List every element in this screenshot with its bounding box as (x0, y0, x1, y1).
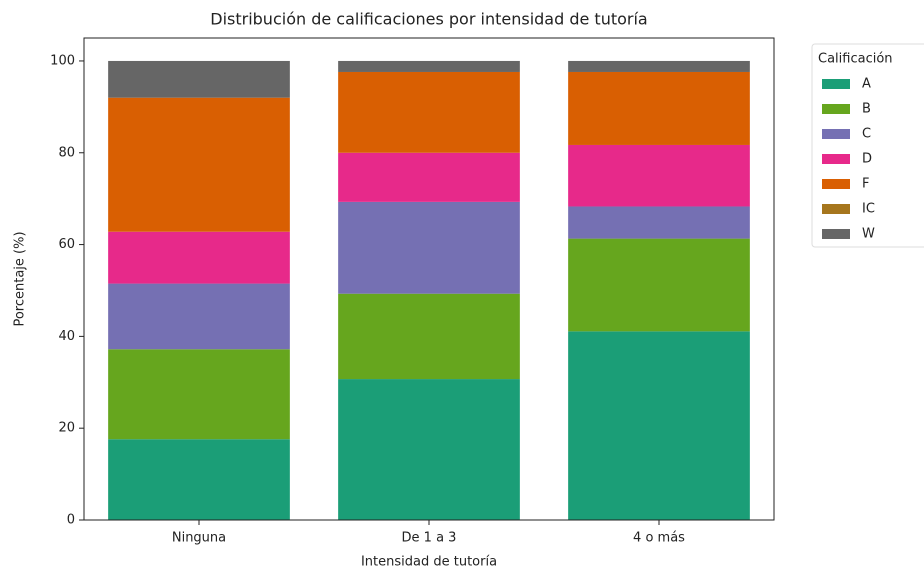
bar-segment (568, 206, 750, 239)
y-tick-label: 80 (58, 145, 75, 160)
legend-label: F (862, 177, 869, 192)
y-tick-label: 60 (58, 237, 75, 252)
x-tick-label: Ninguna (172, 531, 226, 546)
legend-label: B (862, 102, 871, 117)
legend-title: Calificación (818, 52, 893, 67)
bar-segment (108, 97, 290, 232)
bar-segment (108, 349, 290, 440)
bar-segment (108, 60, 290, 98)
y-tick-label: 20 (58, 421, 75, 436)
bar-segment (338, 201, 520, 294)
chart-title: Distribución de calificaciones por inten… (210, 10, 647, 29)
plot-frame (83, 37, 775, 521)
bar-segment (338, 60, 520, 72)
legend-swatch (822, 204, 850, 214)
legend-label: C (862, 127, 871, 142)
bar-segment (568, 238, 750, 332)
y-tick-label: 100 (50, 53, 75, 68)
legend-label: D (862, 152, 872, 167)
x-tick-label: 4 o más (633, 531, 685, 546)
bar-segment (108, 283, 290, 350)
bar-segment (108, 231, 290, 284)
legend-swatch (822, 229, 850, 239)
bar-segment (568, 331, 750, 520)
y-tick-label: 0 (67, 513, 75, 528)
legend-swatch (822, 79, 850, 89)
bar-segment (108, 439, 290, 520)
legend-label: IC (862, 202, 875, 217)
legend-swatch (822, 129, 850, 139)
legend-swatch (822, 104, 850, 114)
legend-swatch (822, 154, 850, 164)
x-axis-label: Intensidad de tutoría (361, 555, 497, 570)
y-axis-label: Porcentaje (%) (13, 231, 28, 326)
y-tick-label: 40 (58, 329, 75, 344)
bar-segment (338, 379, 520, 520)
bar-segment (568, 71, 750, 145)
bar-segment (568, 144, 750, 207)
legend-swatch (822, 179, 850, 189)
legend-box (811, 43, 924, 248)
bar-segment (338, 152, 520, 202)
bar-segment (338, 293, 520, 380)
x-tick-label: De 1 a 3 (402, 531, 457, 546)
bar-segment (568, 60, 750, 72)
legend-label: A (862, 77, 871, 92)
bar-segment (338, 71, 520, 153)
legend-label: W (862, 227, 875, 242)
